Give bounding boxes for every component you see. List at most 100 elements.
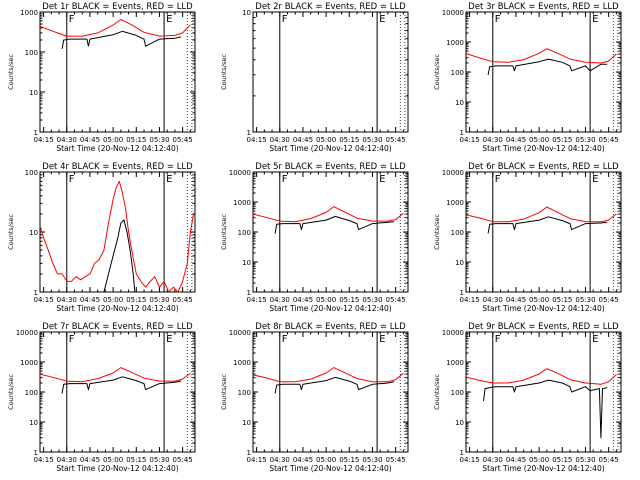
series-events (274, 215, 395, 234)
y-axis-label: Counts/sec (433, 374, 441, 410)
y-tick-label: 1000 (446, 39, 464, 47)
x-tick-label: 05:30 (362, 296, 382, 304)
x-tick-label: 04:30 (57, 456, 77, 464)
plot-frame (39, 11, 196, 133)
panel-title: Det 6r BLACK = Events, RED = LLD (468, 162, 619, 172)
x-tick-label: 05:45 (386, 456, 406, 464)
marker-label: F (282, 334, 288, 345)
y-tick-label: 10000 (442, 169, 464, 177)
x-tick-label: 05:45 (599, 456, 619, 464)
x-tick-label: 04:15 (460, 296, 480, 304)
x-tick-label: 04:30 (483, 296, 503, 304)
series-events (61, 376, 182, 394)
series-lld (466, 206, 617, 223)
x-tick-label: 04:30 (57, 296, 77, 304)
y-tick-label: 1000 (233, 199, 251, 207)
x-tick-label: 05:45 (599, 136, 619, 144)
series-events (487, 58, 608, 75)
y-tick-label: 10000 (16, 329, 38, 337)
y-axis-label: Counts/sec (433, 54, 441, 90)
series-events (103, 219, 136, 292)
x-tick-label: 04:30 (483, 136, 503, 144)
marker-label: F (69, 174, 75, 185)
y-axis-label: Counts/sec (7, 54, 15, 90)
y-tick-label: 1000 (446, 359, 464, 367)
x-tick-label: 04:45 (506, 296, 526, 304)
marker-label: F (69, 334, 75, 345)
marker-label: E (379, 334, 385, 345)
y-axis-label: Counts/sec (7, 374, 15, 410)
y-tick-label: 100 (238, 229, 251, 237)
x-axis-label: Start Time (20-Nov-12 04:12:40) (269, 304, 391, 313)
series-events (487, 216, 608, 234)
x-tick-label: 05:00 (103, 456, 123, 464)
marker-label: F (69, 14, 75, 25)
x-tick-label: 04:45 (80, 136, 100, 144)
x-axis-label: Start Time (20-Nov-12 04:12:40) (269, 144, 391, 153)
plot-frame (39, 331, 196, 453)
y-tick-label: 1000 (233, 359, 251, 367)
x-tick-label: 04:30 (270, 456, 290, 464)
y-tick-label: 1 (247, 449, 251, 457)
y-tick-label: 1 (460, 289, 464, 297)
panel-title: Det 4r BLACK = Events, RED = LLD (42, 162, 193, 172)
panel-det-5: Det 5r BLACK = Events, RED = LLD 1 10 100 10… (220, 162, 409, 313)
y-tick-label: 100 (25, 49, 38, 57)
x-tick-label: 04:15 (247, 456, 267, 464)
x-tick-label: 04:15 (34, 136, 54, 144)
plot-frame (252, 171, 409, 293)
series-lld (40, 180, 194, 292)
x-tick-label: 04:15 (247, 136, 267, 144)
x-tick-label: 05:15 (552, 456, 572, 464)
x-tick-label: 04:45 (293, 296, 313, 304)
x-tick-label: 05:30 (149, 136, 169, 144)
series-lld (253, 367, 404, 383)
plot-frame (252, 331, 409, 453)
x-tick-label: 04:30 (270, 136, 290, 144)
x-tick-label: 05:30 (362, 456, 382, 464)
x-tick-label: 04:30 (483, 456, 503, 464)
x-tick-label: 05:00 (529, 296, 549, 304)
x-tick-label: 04:15 (460, 456, 480, 464)
x-axis-label: Start Time (20-Nov-12 04:12:40) (482, 304, 604, 313)
panel-det-6: Det 6r BLACK = Events, RED = LLD 1 10 100 10… (433, 162, 622, 313)
y-tick-label: 1 (460, 129, 464, 137)
x-tick-label: 05:30 (575, 456, 595, 464)
marker-label: E (166, 14, 172, 25)
x-tick-label: 04:15 (460, 136, 480, 144)
x-tick-label: 05:00 (316, 456, 336, 464)
x-tick-label: 05:45 (386, 136, 406, 144)
marker-label: E (592, 334, 598, 345)
panel-det-2: Det 2r BLACK = Events, RED = LLD 1 10 04:15… (220, 2, 409, 153)
panel-det-7: Det 7r BLACK = Events, RED = LLD 1 10 100 10… (7, 322, 196, 473)
marker-label: E (166, 174, 172, 185)
plot-frame (465, 171, 622, 293)
panel-title: Det 8r BLACK = Events, RED = LLD (255, 322, 406, 332)
marker-label: F (282, 14, 288, 25)
y-tick-label: 10 (455, 99, 464, 107)
x-tick-label: 05:45 (173, 456, 193, 464)
x-tick-label: 05:15 (126, 296, 146, 304)
plot-frame (252, 11, 409, 133)
x-tick-label: 04:45 (80, 296, 100, 304)
series-lld (466, 48, 617, 64)
x-tick-label: 05:00 (316, 296, 336, 304)
y-tick-label: 100 (451, 229, 464, 237)
panel-title: Det 3r BLACK = Events, RED = LLD (468, 2, 619, 12)
y-tick-label: 100 (238, 389, 251, 397)
x-tick-label: 05:45 (173, 136, 193, 144)
y-tick-label: 100 (25, 389, 38, 397)
x-tick-label: 04:30 (57, 136, 77, 144)
y-tick-label: 100 (451, 69, 464, 77)
x-tick-label: 05:45 (173, 296, 193, 304)
y-tick-label: 10 (242, 419, 251, 427)
x-tick-label: 05:45 (386, 296, 406, 304)
y-axis-label: Counts/sec (433, 214, 441, 250)
panel-det-1: Det 1r BLACK = Events, RED = LLD 1 10 100 10… (7, 2, 196, 153)
y-tick-label: 10000 (442, 9, 464, 17)
x-tick-label: 05:15 (126, 136, 146, 144)
x-axis-label: Start Time (20-Nov-12 04:12:40) (482, 464, 604, 473)
y-tick-label: 1000 (446, 199, 464, 207)
y-tick-label: 10000 (442, 329, 464, 337)
